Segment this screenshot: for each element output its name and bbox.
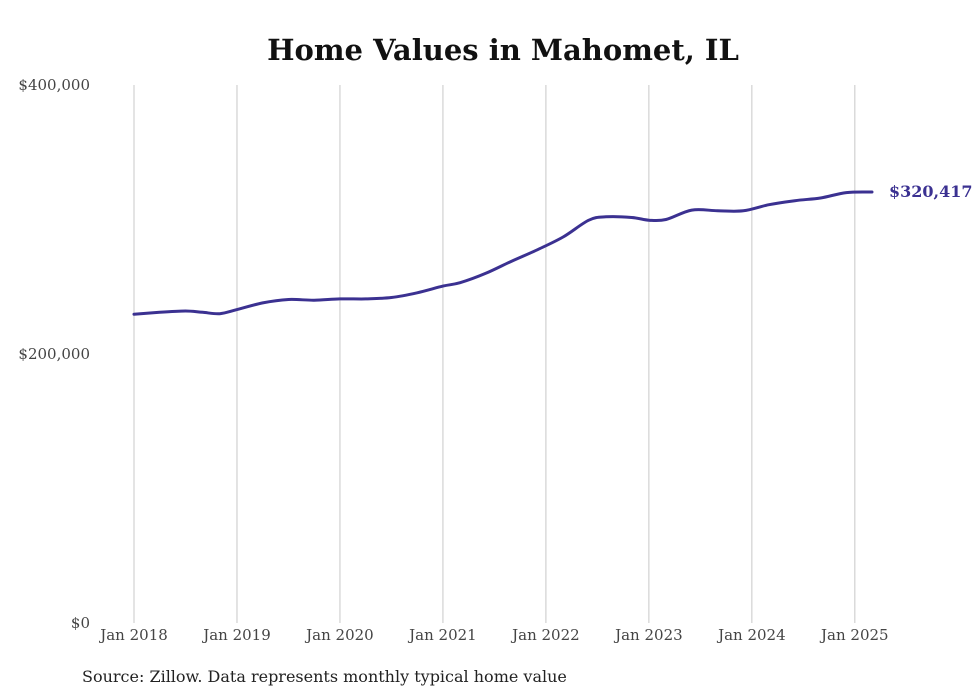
- y-tick-label: $0: [71, 614, 90, 632]
- y-tick-label: $400,000: [18, 76, 90, 94]
- y-axis: $0 $200,000 $400,000: [18, 76, 90, 632]
- x-tick-label: Jan 2021: [407, 626, 477, 644]
- x-axis: Jan 2018 Jan 2019 Jan 2020 Jan 2021 Jan 2022…: [98, 626, 888, 644]
- x-tick-label: Jan 2024: [716, 626, 786, 644]
- x-tick-label: Jan 2023: [613, 626, 683, 644]
- series-line: [132, 190, 874, 316]
- x-tick-label: Jan 2025: [819, 626, 889, 644]
- x-tick-label: Jan 2020: [304, 626, 374, 644]
- end-value-label: $320,417: [889, 182, 973, 201]
- x-tick-label: Jan 2022: [510, 626, 580, 644]
- x-tick-label: Jan 2018: [98, 626, 168, 644]
- source-note: Source: Zillow. Data represents monthly …: [82, 667, 567, 686]
- y-tick-label: $200,000: [18, 345, 90, 363]
- chart-title: Home Values in Mahomet, IL: [267, 33, 739, 67]
- gridlines: [133, 85, 856, 623]
- x-tick-label: Jan 2019: [201, 626, 271, 644]
